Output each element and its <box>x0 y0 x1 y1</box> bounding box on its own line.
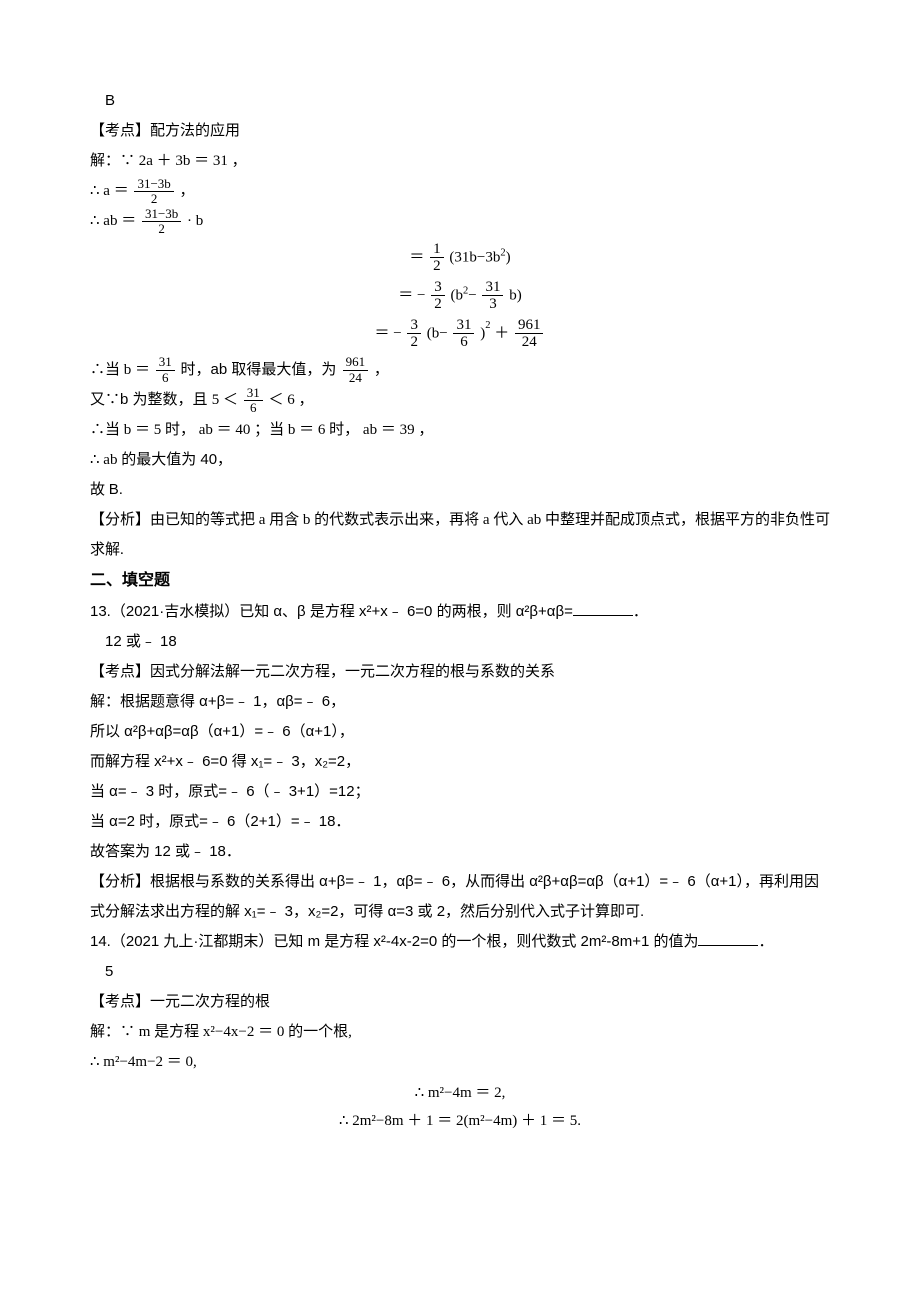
math-block-1: ＝ 12 (31b−3b2) <box>90 241 830 275</box>
step-7: ∴ ab 的最大值为 40， <box>90 445 830 475</box>
q13-analysis: 【分析】根据根与系数的关系得出 α+β=﹣ 1，αβ=﹣ 6，从而得出 α²β+… <box>90 867 830 927</box>
step-8: 故 B. <box>90 475 830 505</box>
q13-s5: 当 α=2 时，原式=﹣ 6（2+1）=﹣ 18． <box>90 807 830 837</box>
step-3: ∴ ab ＝ 31−3b2 · b <box>90 206 830 236</box>
analysis-1: 【分析】由已知的等式把 a 用含 b 的代数式表示出来，再将 a 代入 ab 中… <box>90 505 830 565</box>
q13-stem: 13.（2021·吉水模拟）已知 α、β 是方程 x²+x﹣ 6=0 的两根，则… <box>90 597 830 627</box>
step-6: ∴当 b ＝ 5 时， ab ＝ 40 ；当 b ＝ 6 时， ab ＝ 39 … <box>90 415 830 445</box>
step-4: ∴当 b ＝ 316 时，ab 取得最大值，为 96124 ， <box>90 355 830 385</box>
step-2: ∴ a ＝ 31−3b2 ， <box>90 176 830 206</box>
math-block-3: ＝ − 32 (b− 316 )2 ＋ 96124 <box>90 317 830 351</box>
q13-s3: 而解方程 x²+x﹣ 6=0 得 x₁=﹣ 3，x₂=2， <box>90 747 830 777</box>
q14-answer: 5 <box>90 957 830 987</box>
q14-topic: 【考点】一元二次方程的根 <box>90 987 830 1017</box>
q13-s6: 故答案为 12 或﹣ 18． <box>90 837 830 867</box>
q14-stem: 14.（2021 九上·江都期末）已知 m 是方程 x²-4x-2=0 的一个根… <box>90 927 830 957</box>
q13-s1: 解：根据题意得 α+β=﹣ 1，αβ=﹣ 6， <box>90 687 830 717</box>
step-5: 又∵b 为整数，且 5 ＜ 316 ＜ 6 ， <box>90 385 830 415</box>
math-block-2: ＝ − 32 (b2− 313 b) <box>90 279 830 313</box>
q14-mb1: ∴ m²−4m ＝ 2, <box>90 1081 830 1105</box>
q14-s2: ∴ m²−4m−2 ＝ 0, <box>90 1047 830 1077</box>
blank-13 <box>573 602 633 617</box>
answer-b: B <box>90 86 830 116</box>
q13-s4: 当 α=﹣ 3 时，原式=﹣ 6（﹣ 3+1）=12； <box>90 777 830 807</box>
q14-s1: 解：∵ m 是方程 x²−4x−2 ＝ 0 的一个根, <box>90 1017 830 1047</box>
q13-answer: 12 或﹣ 18 <box>90 627 830 657</box>
q14-mb2: ∴ 2m²−8m ＋ 1 ＝ 2(m²−4m) ＋ 1 ＝ 5. <box>90 1109 830 1133</box>
step-1: 解：∵ 2a ＋ 3b ＝ 31 ， <box>90 146 830 176</box>
q13-topic: 【考点】因式分解法解一元二次方程，一元二次方程的根与系数的关系 <box>90 657 830 687</box>
page: B 【考点】配方法的应用 解：∵ 2a ＋ 3b ＝ 31 ， ∴ a ＝ 31… <box>0 0 920 1302</box>
blank-14 <box>698 932 758 947</box>
topic-1: 【考点】配方法的应用 <box>90 116 830 146</box>
section-heading-fill: 二、填空题 <box>90 565 830 597</box>
q13-s2: 所以 α²β+αβ=αβ（α+1）=﹣ 6（α+1）， <box>90 717 830 747</box>
